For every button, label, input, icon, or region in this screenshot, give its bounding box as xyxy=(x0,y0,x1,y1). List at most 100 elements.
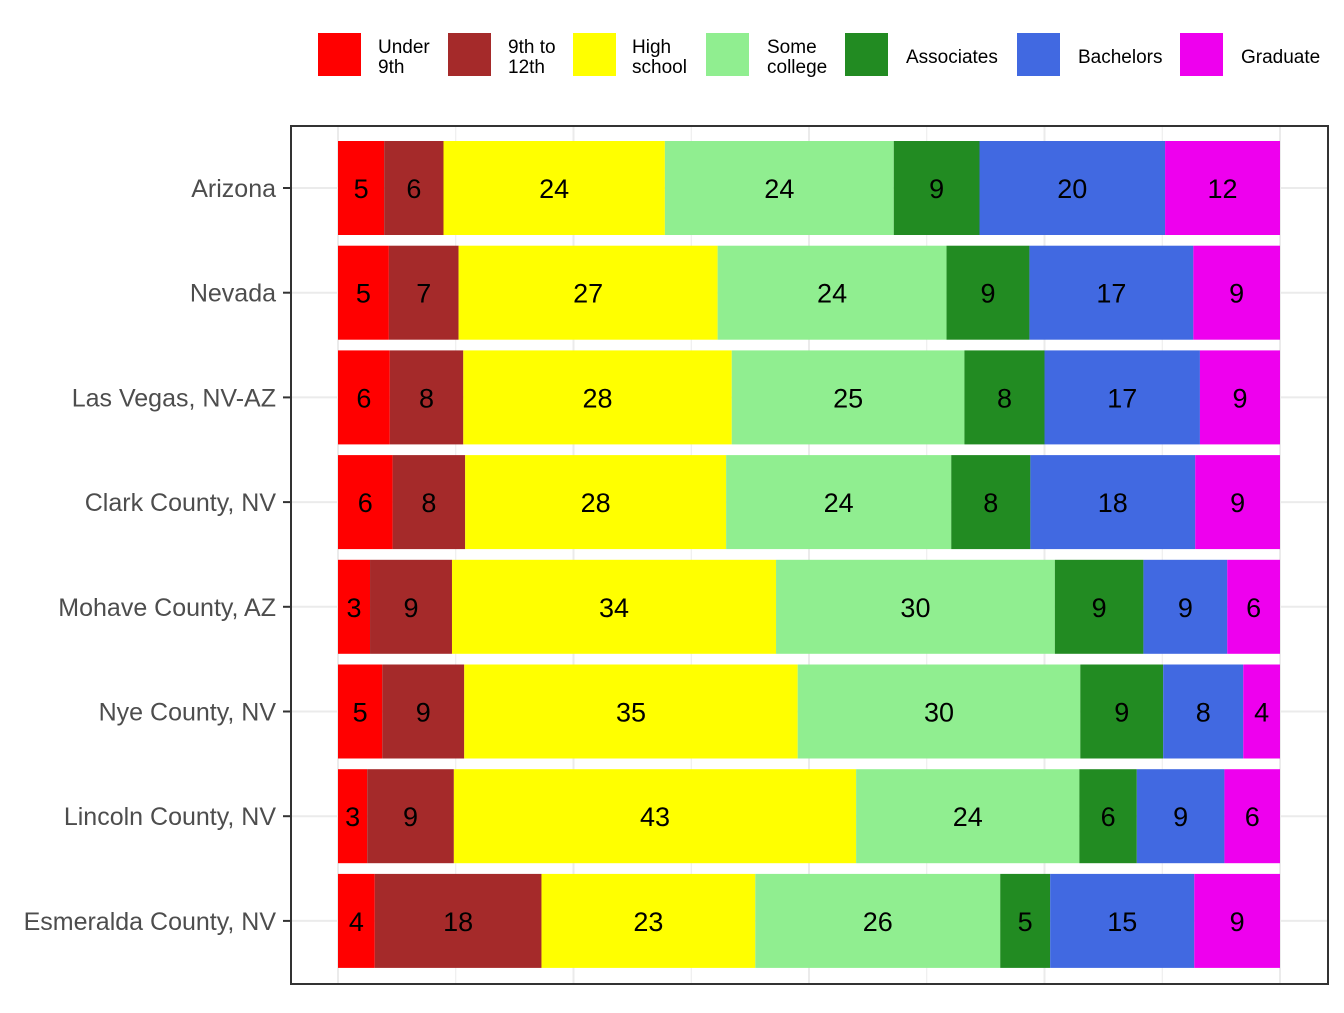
bar-value-label: 35 xyxy=(616,698,646,728)
legend-item: Some college xyxy=(706,33,827,78)
bar-segment xyxy=(1243,664,1280,759)
bar-segment xyxy=(370,559,452,654)
bar-segment xyxy=(443,141,665,235)
bar-segment xyxy=(382,664,465,759)
bars xyxy=(338,141,1280,968)
bar-segment xyxy=(1044,350,1200,445)
legend-label-line: 9th to xyxy=(508,37,556,58)
legend-label-line: 9th xyxy=(378,57,404,78)
legend-key-swatch xyxy=(1180,33,1223,76)
bar-segment xyxy=(451,559,777,654)
legend-label-line: High xyxy=(632,37,671,58)
legend: Under 9th 9th to 12th High school Some college A… xyxy=(318,33,1320,78)
bar-value-label: 27 xyxy=(573,279,603,309)
y-axis-category-label: Las Vegas, NV-AZ xyxy=(72,384,276,412)
bar-segment xyxy=(856,769,1080,864)
bar-value-label: 34 xyxy=(599,593,629,623)
bar-segment xyxy=(392,455,466,550)
bar-value-label: 9 xyxy=(1230,907,1245,937)
legend-label-line: Some xyxy=(767,37,817,58)
legend-key-swatch xyxy=(845,33,888,76)
bar-value-label: 9 xyxy=(1114,698,1129,728)
legend-label-line: Graduate xyxy=(1241,47,1320,68)
bar-segment xyxy=(1193,245,1280,340)
bar-value-label: 30 xyxy=(924,698,954,728)
y-axis-category-label: Esmeralda County, NV xyxy=(24,908,277,936)
legend-label: Under 9th xyxy=(378,37,430,78)
bar-segment xyxy=(946,245,1030,340)
bar-value-label: 25 xyxy=(833,383,863,413)
bar-segment xyxy=(731,350,965,445)
bar-segment xyxy=(964,350,1045,445)
legend-key-swatch xyxy=(318,33,361,76)
bar-value-label: 30 xyxy=(900,593,930,623)
plot-area: 5 6 24 24 9 20 12 5 7 27 24 9 17 9 6 8 28 25 8 17 9 6 8 28 24 8 18… xyxy=(24,125,1329,985)
bar-value-label: 9 xyxy=(1178,593,1193,623)
bar-segment xyxy=(755,873,1001,968)
bar-value-label: 9 xyxy=(929,174,944,204)
bar-segment xyxy=(726,455,952,550)
bar-segment xyxy=(951,455,1031,550)
bar-value-label: 9 xyxy=(1173,802,1188,832)
panel-border xyxy=(290,125,1329,985)
bar-segment xyxy=(1199,350,1280,445)
bar-value-label: 3 xyxy=(345,802,360,832)
bar-segment xyxy=(389,350,464,445)
bar-segment xyxy=(1195,455,1280,550)
bar-segment xyxy=(1079,769,1137,864)
bar-value-label: 23 xyxy=(633,907,663,937)
bar-value-label: 9 xyxy=(403,593,418,623)
bar-value-label: 24 xyxy=(764,174,794,204)
bar-segment xyxy=(338,664,383,759)
legend-label: Some college xyxy=(767,37,827,78)
bar-value-label: 5 xyxy=(353,698,368,728)
data-labels: 5 6 24 24 9 20 12 5 7 27 24 9 17 9 6 8 28 25 8 17 9 6 8 28 24 8 18… xyxy=(345,174,1269,937)
bar-segment xyxy=(1029,245,1194,340)
bar-value-label: 8 xyxy=(421,488,436,518)
y-axis-category-label: Clark County, NV xyxy=(85,489,277,517)
bar-segment xyxy=(979,141,1166,235)
bar-segment xyxy=(1194,873,1280,968)
bar-value-label: 6 xyxy=(406,174,421,204)
legend-item: Associates xyxy=(845,33,998,76)
bar-segment xyxy=(541,873,756,968)
legend-label: High school xyxy=(632,37,687,78)
y-axis-category-label: Lincoln County, NV xyxy=(64,803,276,831)
bar-segment xyxy=(338,769,368,864)
bar-segment xyxy=(338,559,371,654)
bar-value-label: 9 xyxy=(416,698,431,728)
bar-segment xyxy=(374,873,542,968)
bar-value-label: 7 xyxy=(416,279,431,309)
legend-key-swatch xyxy=(573,33,616,76)
bar-segment xyxy=(384,141,444,235)
bar-value-label: 12 xyxy=(1208,174,1238,204)
bar-value-label: 8 xyxy=(983,488,998,518)
bar-segment xyxy=(1000,873,1051,968)
legend-label: 9th to 12th xyxy=(508,37,556,78)
bar-value-label: 28 xyxy=(582,383,612,413)
bar-value-label: 18 xyxy=(443,907,473,937)
bar-segment xyxy=(893,141,980,235)
bar-segment xyxy=(776,559,1055,654)
bar-value-label: 5 xyxy=(354,174,369,204)
bar-value-label: 15 xyxy=(1107,907,1137,937)
y-axis-category-label: Nye County, NV xyxy=(99,699,277,727)
bar-value-label: 18 xyxy=(1098,488,1128,518)
bar-segment xyxy=(338,141,385,235)
y-axis-category-label: Nevada xyxy=(190,280,276,308)
bar-segment xyxy=(1054,559,1144,654)
bar-value-label: 28 xyxy=(581,488,611,518)
bar-segment xyxy=(1080,664,1164,759)
bar-value-label: 24 xyxy=(539,174,569,204)
bar-value-label: 8 xyxy=(997,383,1012,413)
bar-value-label: 5 xyxy=(1018,907,1033,937)
legend-label-line: Bachelors xyxy=(1078,47,1163,68)
bar-value-label: 6 xyxy=(1245,802,1260,832)
bar-segment xyxy=(1165,141,1280,235)
y-axis-category-label: Mohave County, AZ xyxy=(58,594,276,622)
bar-segment xyxy=(338,873,375,968)
bar-value-label: 9 xyxy=(1092,593,1107,623)
bar-value-label: 4 xyxy=(349,907,364,937)
bar-segment xyxy=(1227,559,1280,654)
